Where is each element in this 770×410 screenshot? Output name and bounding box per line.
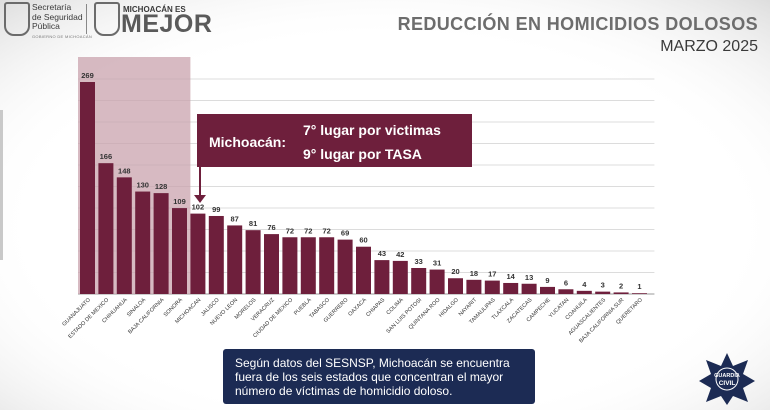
- value-label: 72: [323, 226, 331, 235]
- value-label: 87: [231, 214, 239, 223]
- bar-morelos: [245, 230, 261, 294]
- bar-oaxaca: [356, 246, 371, 294]
- value-label: 4: [582, 280, 587, 289]
- value-label: 14: [507, 272, 516, 281]
- bar-chihuahua: [116, 177, 132, 294]
- value-label: 33: [415, 257, 423, 266]
- category-label: BAJA CALIFORNIA: [127, 297, 165, 335]
- coat-of-arms-icon: [4, 2, 30, 36]
- org-line1: Secretaría: [32, 2, 72, 12]
- value-label: 69: [341, 229, 349, 238]
- category-label: HIDALGO: [438, 297, 460, 319]
- bar-michoacan: [190, 213, 206, 294]
- value-label: 269: [81, 71, 94, 80]
- top-states-highlight: [78, 57, 191, 294]
- pointer-arrowhead: [194, 195, 206, 203]
- bar-puebla: [300, 237, 316, 294]
- bar-chiapas: [374, 260, 390, 294]
- bars: [80, 82, 647, 294]
- brand-logo: MEJOR: [121, 10, 213, 38]
- source-note: Según datos del SESNSP, Michoacán se enc…: [223, 349, 535, 404]
- bar-baja-california-sur: [613, 292, 629, 294]
- guardia-civil-badge: GUARDIA CIVIL: [699, 353, 755, 405]
- bar-san-luis-potosi: [411, 267, 427, 294]
- value-label: 2: [619, 281, 623, 290]
- value-label: 72: [304, 226, 312, 235]
- value-label: 76: [267, 223, 275, 232]
- org-line2: de Seguridad: [32, 11, 83, 22]
- bar-hidalgo: [448, 278, 463, 294]
- bar-queretaro: [632, 293, 647, 294]
- bar-guanajuato: [80, 82, 95, 294]
- michoacan-callout: Michoacán: 7° lugar por victimas 9° luga…: [197, 114, 472, 167]
- value-label: 31: [433, 259, 441, 268]
- org-subtitle: GOBIERNO DE MICHOACÁN: [32, 34, 93, 39]
- bar-jalisco: [208, 215, 224, 294]
- value-label: 81: [249, 219, 257, 228]
- bar-yucatan: [558, 289, 574, 294]
- value-label: 99: [212, 205, 220, 214]
- bar-aguascalientes: [595, 291, 611, 294]
- highlight-region: [78, 57, 191, 294]
- header: Secretaría de Seguridad Pública GOBIERNO…: [0, 0, 770, 55]
- bar-nuevo-leon: [227, 225, 243, 294]
- value-label: 18: [470, 269, 478, 278]
- bar-tamaulipas: [484, 280, 500, 294]
- value-label: 166: [100, 152, 113, 161]
- org-line3: Pública: [32, 21, 60, 31]
- left-accent-bar: [0, 110, 3, 260]
- value-label: 13: [525, 273, 533, 282]
- callout-line1: 7° lugar por victimas: [303, 122, 441, 138]
- bar-tabasco: [319, 237, 335, 294]
- value-label: 148: [118, 166, 131, 175]
- bar-baja-california: [153, 193, 169, 294]
- value-label: 9: [545, 276, 549, 285]
- brand-small: MICHOACÁN ES: [123, 5, 186, 14]
- value-label: 42: [396, 250, 404, 259]
- state-shield-icon: [94, 2, 120, 36]
- bar-zacatecas: [521, 283, 537, 294]
- value-label: 3: [601, 281, 605, 290]
- value-label: 1: [637, 282, 641, 291]
- page-subtitle: MARZO 2025: [660, 38, 758, 55]
- bar-estado-de-mexico: [98, 163, 114, 294]
- source-note-text: Según datos del SESNSP, Michoacán se enc…: [235, 356, 510, 398]
- bar-tlaxcala: [503, 282, 519, 294]
- bar-colima: [392, 260, 408, 294]
- value-label: 43: [378, 249, 386, 258]
- header-divider: [86, 4, 87, 34]
- bar-ciudad-de-mexico: [282, 237, 298, 294]
- bar-coahuila: [576, 290, 592, 294]
- bar-sinaloa: [135, 191, 151, 294]
- value-label: 6: [564, 278, 568, 287]
- callout-line2: 9° lugar por TASA: [303, 146, 422, 162]
- bar-nayarit: [466, 279, 482, 294]
- value-label: 128: [155, 182, 168, 191]
- org-name: Secretaría de Seguridad Pública: [32, 2, 83, 32]
- value-label: 72: [286, 226, 294, 235]
- value-label: 102: [192, 203, 205, 212]
- bar-guerrero: [337, 239, 353, 294]
- bar-campeche: [540, 286, 555, 294]
- badge-line2: CIVIL: [719, 380, 736, 387]
- bar-sonora: [172, 208, 187, 294]
- callout-label: Michoacán:: [209, 134, 287, 150]
- value-label: 17: [488, 270, 496, 279]
- page-title: REDUCCIÓN EN HOMICIDIOS DOLOSOS: [397, 14, 758, 34]
- value-label: 20: [451, 267, 459, 276]
- value-label: 109: [173, 197, 186, 206]
- callout-pointer: [194, 167, 206, 203]
- bar-quintana-roo: [429, 269, 445, 294]
- bar-veracruz: [264, 234, 279, 294]
- value-label: 60: [359, 236, 367, 245]
- badge-line1: GUARDIA: [714, 373, 740, 379]
- value-label: 130: [136, 181, 149, 190]
- category-label: CHIAPAS: [365, 297, 386, 318]
